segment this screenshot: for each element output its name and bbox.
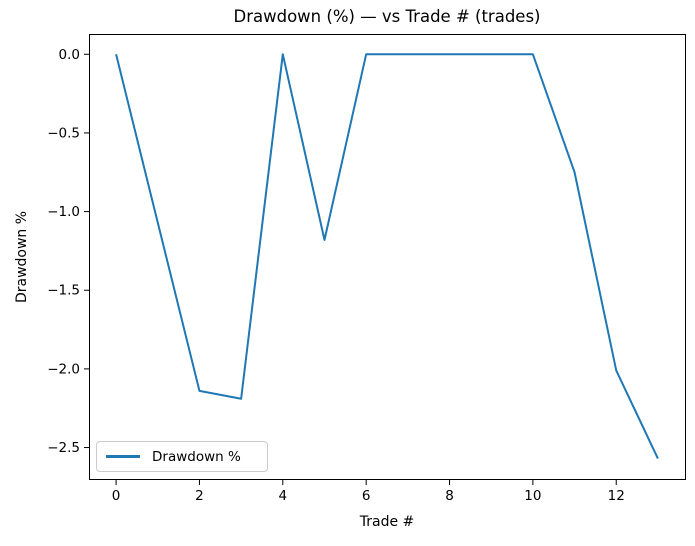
x-tick-label: 0 [112, 488, 121, 504]
x-axis-label: Trade # [359, 514, 415, 530]
series-line [115, 53, 659, 459]
legend-label: Drawdown % [152, 448, 241, 465]
y-tick-label: −2.5 [47, 440, 80, 456]
chart-title: Drawdown (%) — vs Trade # (trades) [233, 7, 541, 26]
x-tick-label: 8 [445, 488, 454, 504]
legend: Drawdown % [96, 441, 268, 472]
x-tick-label: 12 [608, 488, 625, 504]
x-tick-label: 4 [279, 488, 288, 504]
legend-line-sample [106, 455, 140, 458]
x-tick-label: 6 [362, 488, 371, 504]
axes-frame [89, 34, 686, 480]
y-tick-label: −2.0 [47, 361, 80, 377]
y-tick-label: −0.5 [47, 125, 80, 141]
x-tick-label: 2 [195, 488, 204, 504]
y-tick-label: 0.0 [59, 47, 80, 63]
x-tick-label: 10 [524, 488, 541, 504]
y-tick-label: −1.0 [47, 204, 80, 220]
y-tick-label: −1.5 [47, 283, 80, 299]
